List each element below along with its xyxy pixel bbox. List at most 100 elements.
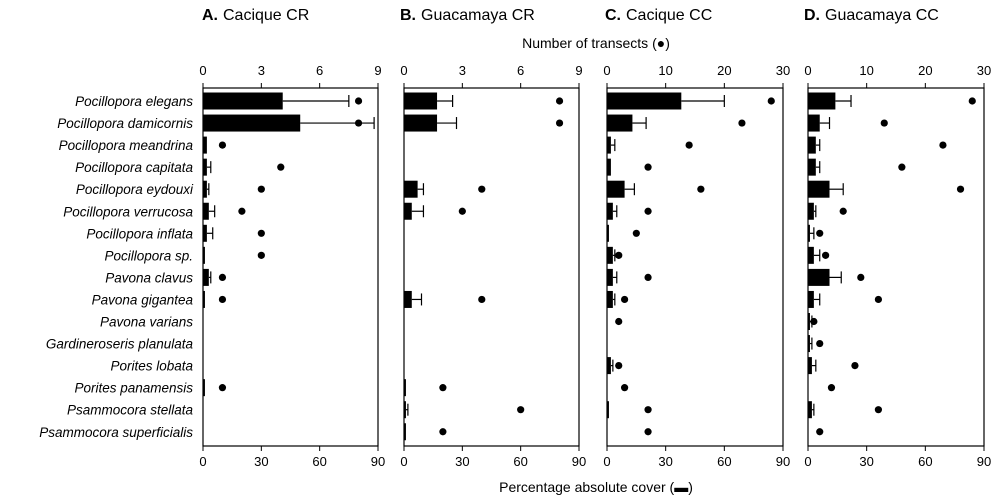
top-tick-label: 9 [374, 63, 381, 78]
cover-bar [404, 180, 418, 198]
cover-bar [404, 114, 438, 132]
transect-point [632, 229, 640, 237]
top-tick-label: 3 [258, 63, 265, 78]
transect-point [257, 185, 265, 193]
transect-point [874, 295, 883, 304]
transect-point [644, 406, 652, 414]
cover-bar [808, 335, 810, 353]
transect-point [827, 384, 836, 392]
transect-point [874, 406, 883, 414]
bottom-tick-label: 30 [658, 454, 672, 469]
cover-bar [808, 401, 812, 419]
top-tick-label: 3 [459, 63, 466, 78]
top-tick-label: 20 [717, 63, 731, 78]
panel-b-title: B. Guacamaya CR [400, 7, 535, 24]
transect-point [939, 141, 947, 149]
transect-point [839, 207, 847, 215]
transect-point [354, 119, 363, 127]
species-label: Psammocora stellata [67, 403, 194, 418]
panel-d-title: D. Guacamaya CC [804, 7, 939, 24]
bottom-tick-label: 30 [455, 454, 469, 469]
bar-marker-glyph: ▬ [674, 479, 688, 495]
transect-point [277, 163, 285, 171]
transect-point [555, 97, 564, 105]
transect-point [218, 141, 227, 149]
species-label: Pocillopora sp. [104, 248, 193, 263]
top-tick-label: 20 [918, 63, 932, 78]
panel-d: 0 30 60 90 0 10 20 30 [804, 63, 991, 469]
species-label: Psammocora superficialis [39, 425, 193, 440]
cover-bar [404, 401, 406, 419]
transect-point [517, 406, 525, 414]
circle-marker-glyph: ● [657, 35, 665, 51]
cover-bar [404, 202, 412, 220]
bottom-tick-label: 60 [312, 454, 326, 469]
species-label: Porites lobata [110, 359, 193, 374]
transect-point [458, 207, 466, 215]
top-tick-label: 30 [776, 63, 790, 78]
transect-point [644, 273, 652, 281]
cover-bar [203, 92, 283, 110]
bottom-tick-label: 60 [918, 454, 932, 469]
transect-point [621, 295, 629, 304]
species-label: Pocillopora verrucosa [63, 204, 193, 219]
transect-point [880, 119, 888, 127]
transect-point [439, 428, 447, 436]
transect-point [238, 207, 246, 215]
panel-a-title: A. Cacique CR [202, 7, 309, 24]
top-tick-label: 6 [517, 63, 524, 78]
cover-bar [808, 357, 812, 375]
bottom-tick-label: 60 [717, 454, 731, 469]
cover-bar [607, 224, 609, 242]
top-tick-label: 0 [199, 63, 206, 78]
transect-point [621, 384, 629, 392]
cover-bar [808, 92, 836, 110]
bottom-tick-label: 30 [254, 454, 268, 469]
cover-bar [607, 290, 613, 308]
cover-bar [203, 224, 207, 242]
cover-bar [607, 136, 611, 154]
bottom-tick-label: 0 [400, 454, 407, 469]
transect-point [851, 362, 859, 370]
top-tick-label: 6 [316, 63, 323, 78]
transect-point [478, 185, 486, 193]
panel-c-title: C. Cacique CC [605, 7, 712, 24]
transect-point [767, 97, 775, 105]
transect-point [615, 251, 623, 259]
top-tick-label: 30 [977, 63, 991, 78]
cover-bar [404, 290, 412, 308]
transect-point [822, 251, 830, 259]
species-label: Pocillopora elegans [75, 94, 193, 109]
cover-bar [808, 158, 816, 176]
top-axis-title: Number of transects (●) [522, 35, 670, 51]
cover-bar [203, 290, 205, 308]
cover-bar [203, 136, 207, 154]
cover-bar [808, 202, 814, 220]
top-tick-label: 9 [575, 63, 582, 78]
top-axis-title-label: Number of transects ( [522, 35, 657, 51]
cover-bar [808, 180, 830, 198]
transect-point [810, 317, 818, 326]
top-axis-title-text: Number of transects (●) [522, 35, 670, 51]
transect-point [816, 229, 824, 237]
transect-point [816, 339, 824, 348]
cover-bar [607, 158, 611, 176]
cover-bar [607, 401, 609, 419]
transect-point [816, 428, 824, 436]
top-axis-title-close: ) [665, 35, 670, 51]
cover-bar [607, 202, 613, 220]
bottom-tick-label: 90 [371, 454, 385, 469]
transect-point [218, 273, 227, 281]
transect-point [644, 207, 652, 215]
transect-point [898, 163, 906, 171]
species-label: Pavona varians [100, 315, 193, 330]
plot-frame [403, 87, 580, 447]
species-label: Pocillopora eydouxi [76, 182, 194, 197]
cover-bar [203, 114, 301, 132]
top-tick-label: 0 [804, 63, 811, 78]
panel-a: 0 30 60 90 0 3 6 9 [199, 63, 385, 469]
bottom-tick-label: 0 [804, 454, 811, 469]
transect-point [354, 97, 363, 105]
cover-bar [607, 268, 613, 286]
